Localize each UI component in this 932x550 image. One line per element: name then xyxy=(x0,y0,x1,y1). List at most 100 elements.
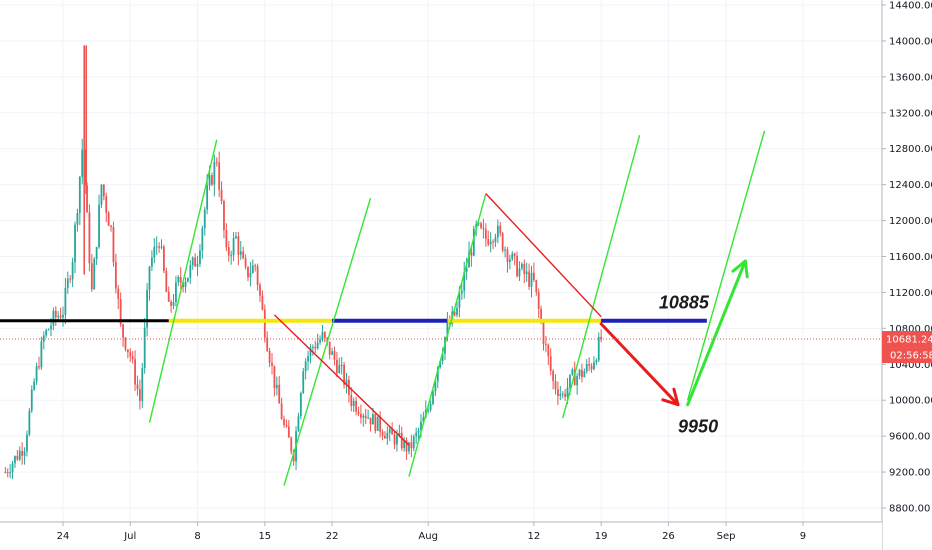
candle-body xyxy=(206,185,209,210)
candle-body xyxy=(28,410,31,435)
candle-body xyxy=(175,282,177,303)
candle-body xyxy=(66,278,69,288)
candle-body xyxy=(201,228,204,251)
candle-body xyxy=(487,239,490,245)
candle-body xyxy=(158,246,160,248)
price-axis-ticks: 14400.00 14000.00 13600.00 13200.00 12800.00… xyxy=(882,1,932,515)
candle-body xyxy=(569,374,571,388)
time-axis-ticks: 24 Jul 8 15 22 Aug 12 19 26 Sep 9 xyxy=(57,522,806,542)
candle-body xyxy=(259,284,261,296)
candle-body xyxy=(367,417,370,419)
candle-body xyxy=(33,381,36,390)
candle-body xyxy=(126,349,129,353)
candle-body xyxy=(470,252,473,256)
price-tick-label: 13600.00 xyxy=(889,72,932,83)
candle-body xyxy=(554,381,557,390)
time-tick-label: 15 xyxy=(258,531,271,542)
candle-body xyxy=(374,414,377,431)
candle-body xyxy=(266,337,269,351)
candle-body xyxy=(283,419,285,425)
price-tick-label: 12000.00 xyxy=(889,216,932,227)
candle-body xyxy=(247,266,249,278)
candle-body xyxy=(42,335,45,342)
candle-body xyxy=(167,291,170,302)
candle-body xyxy=(372,414,374,425)
candle-body xyxy=(396,435,398,445)
candle-body xyxy=(472,228,475,256)
candle-body xyxy=(360,413,362,418)
candle-body xyxy=(393,434,396,445)
candle-body xyxy=(138,389,141,401)
candle-body xyxy=(581,369,583,378)
candle-body xyxy=(74,224,76,263)
time-tick-label: 9 xyxy=(800,531,806,542)
price-tick-label: 10000.00 xyxy=(889,396,932,407)
candle-body xyxy=(465,267,468,272)
candle-body xyxy=(384,435,386,439)
candle-body xyxy=(146,289,148,328)
candle-body xyxy=(88,212,91,264)
candle-body xyxy=(90,263,93,290)
arrow-head xyxy=(731,259,749,279)
candle-body xyxy=(547,344,550,357)
candle-body xyxy=(9,472,12,474)
candle-body xyxy=(532,272,535,280)
candle-body xyxy=(182,282,185,288)
trend-lines xyxy=(148,130,766,486)
candle-body xyxy=(420,421,422,431)
candle-body xyxy=(518,268,521,277)
candle-body xyxy=(408,442,410,452)
candle-body xyxy=(434,381,437,392)
candle-body xyxy=(388,428,391,433)
candle-body xyxy=(511,253,514,260)
candle-body xyxy=(355,400,358,412)
candle-body xyxy=(16,456,19,460)
candle-body xyxy=(256,266,259,285)
arrow-shaft xyxy=(686,259,747,407)
candle-body xyxy=(280,403,283,420)
candle-body xyxy=(163,246,165,271)
candle-body xyxy=(525,271,528,275)
candle-body xyxy=(18,450,21,460)
candle-body xyxy=(335,359,338,373)
candle-body xyxy=(11,463,14,473)
candle-body xyxy=(391,428,394,435)
candle-body xyxy=(456,307,458,316)
price-axis-panel[interactable] xyxy=(882,0,932,550)
price-tick-label: 8800.00 xyxy=(889,504,930,515)
candle-body xyxy=(477,223,480,225)
candle-body xyxy=(110,225,112,228)
candle-body xyxy=(172,302,175,306)
candle-body xyxy=(333,351,336,360)
candle-body xyxy=(427,409,430,411)
trend-line xyxy=(283,197,372,486)
candle-body xyxy=(508,259,511,262)
candle-body xyxy=(571,369,574,375)
candle-body xyxy=(323,332,326,338)
candle-body xyxy=(311,346,314,348)
candle-body xyxy=(153,246,156,258)
candle-body xyxy=(576,376,579,386)
candle-body xyxy=(463,271,466,291)
candle-body xyxy=(242,251,245,259)
time-axis-panel[interactable] xyxy=(0,522,882,550)
candle-body xyxy=(523,263,526,275)
arrow-head xyxy=(661,387,680,407)
candle-body xyxy=(4,472,7,474)
candle-body xyxy=(196,263,199,267)
candle-body xyxy=(26,434,28,452)
candle-body xyxy=(285,424,288,427)
candle-body xyxy=(40,341,43,368)
candle-body xyxy=(506,249,509,262)
candle-body xyxy=(446,322,449,338)
candle-body xyxy=(107,212,110,226)
price-tick-label: 9200.00 xyxy=(889,468,930,479)
candle-body xyxy=(35,366,38,382)
candle-body xyxy=(208,175,211,186)
candle-body xyxy=(62,314,64,318)
candle-body xyxy=(362,415,365,418)
candle-body xyxy=(122,324,124,338)
candle-body xyxy=(47,329,50,331)
candle-body xyxy=(513,253,516,257)
